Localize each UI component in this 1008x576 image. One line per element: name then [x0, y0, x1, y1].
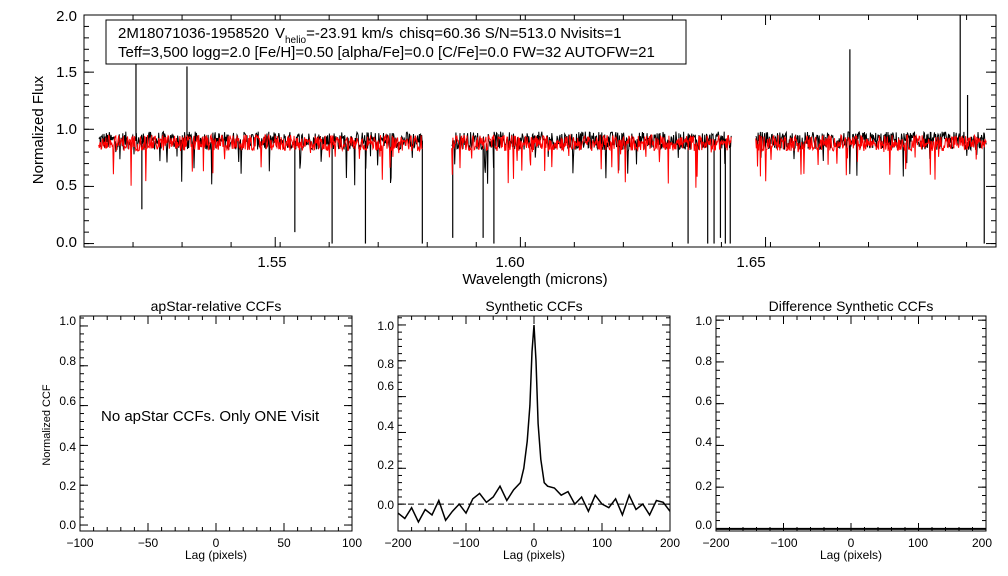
apstar-ytick-label: 0.8 — [59, 354, 76, 368]
star-id: 2M18071036-1958520 — [118, 25, 269, 42]
spectrum-frame — [83, 14, 997, 248]
v-value: =-23.91 km/s — [306, 25, 393, 42]
synthetic-xtick-label: 200 — [660, 536, 680, 550]
apstar-ticks — [79, 316, 353, 531]
apstar-xtick-label: 100 — [342, 536, 362, 550]
synthetic-xtick-label: −200 — [384, 536, 411, 550]
apstar-ylabel: Normalized CCF — [41, 384, 53, 466]
model-spectrum-line — [98, 133, 423, 186]
difference-ytick-label: 0.6 — [695, 394, 712, 408]
observed-spectrum-line — [755, 130, 987, 177]
difference-title: Difference Synthetic CCFs — [769, 298, 934, 314]
spectrum-xtick-label: 1.65 — [736, 254, 765, 271]
spectrum-info-line-2: Teff=3,500 logg=2.0 [Fe/H]=0.50 [alpha/F… — [118, 44, 655, 61]
difference-ytick-label: 1.0 — [695, 314, 712, 328]
model-spectrum-line — [451, 133, 732, 188]
apstar-ytick-label: 0.6 — [59, 394, 76, 408]
synthetic-xtick-label: 100 — [592, 536, 612, 550]
spectrum-xtick-label: 1.60 — [495, 254, 524, 271]
spectrum-xtick-label: 1.55 — [257, 254, 286, 271]
difference-xlabel: Lag (pixels) — [820, 548, 882, 562]
difference-panel: Difference Synthetic CCFs 0.0 0.2 0.4 0.… — [695, 298, 992, 562]
observed-spectrum-line — [451, 131, 732, 184]
apstar-ytick-label: 0.2 — [59, 479, 76, 493]
spectrum-ytick-label: 2.0 — [56, 8, 77, 25]
apstar-xlabel: Lag (pixels) — [185, 548, 247, 562]
difference-xtick-label: 100 — [908, 536, 928, 550]
fit-stats: chisq=60.36 S/N=513.0 Nvisits=1 — [399, 25, 621, 42]
synthetic-series-group — [397, 324, 671, 524]
synthetic-ytick-label: 1.0 — [377, 319, 394, 333]
apstar-xtick-label: 50 — [277, 536, 291, 550]
synthetic-ytick-label: 0.0 — [377, 498, 394, 512]
difference-ytick-label: 0.2 — [695, 479, 712, 493]
spectrum-xlabel: Wavelength (microns) — [462, 271, 607, 288]
synthetic-ticks — [397, 316, 671, 531]
spectrum-ticks — [83, 14, 996, 247]
apstar-annotation: No apStar CCFs. Only ONE Visit — [101, 408, 320, 425]
synthetic-title: Synthetic CCFs — [485, 298, 582, 314]
synthetic-xlabel: Lag (pixels) — [503, 548, 565, 562]
apstar-xtick-label: 0 — [213, 536, 220, 550]
synthetic-panel: Synthetic CCFs 0.0 0.2 0.4 0.6 0.8 1.0 −… — [377, 298, 680, 562]
apstar-title: apStar-relative CCFs — [151, 298, 282, 314]
difference-frame — [715, 315, 987, 532]
difference-ytick-label: 0.4 — [695, 435, 712, 449]
synthetic-ytick-label: 0.2 — [377, 458, 394, 472]
spectrum-info-line-1: 2M18071036-1958520 Vhelio=-23.91 km/s chis… — [118, 25, 621, 46]
synthetic-ccf-line — [397, 324, 671, 524]
difference-ytick-label: 0.8 — [695, 354, 712, 368]
difference-xtick-label: 200 — [972, 536, 992, 550]
v-label: V — [275, 25, 285, 42]
apstar-ytick-label: 1.0 — [59, 314, 76, 328]
synthetic-ytick-label: 0.4 — [377, 419, 394, 433]
apstar-xtick-label: −50 — [138, 536, 159, 550]
synthetic-ytick-label: 0.8 — [377, 357, 394, 371]
model-spectrum-line — [755, 133, 987, 182]
spectrum-panel: 0.0 0.5 1.0 1.5 2.0 1.55 1.60 1.65 Wavel… — [30, 8, 997, 288]
difference-xtick-label: 0 — [848, 536, 855, 550]
spectrum-ytick-label: 0.5 — [56, 177, 77, 194]
spectrum-ytick-label: 0.0 — [56, 234, 77, 251]
spectrum-series-group — [98, 15, 987, 244]
difference-xtick-label: −200 — [702, 536, 729, 550]
synthetic-ytick-label: 0.6 — [377, 379, 394, 393]
apstar-ytick-label: 0.4 — [59, 440, 76, 454]
spectrum-ytick-label: 1.0 — [56, 121, 77, 138]
synthetic-xtick-label: −100 — [452, 536, 479, 550]
spectrum-info-box — [105, 19, 687, 65]
v-subscript: helio — [285, 35, 307, 46]
difference-ticks — [715, 316, 987, 531]
synthetic-xtick-label: 0 — [531, 536, 538, 550]
apstar-xtick-label: −100 — [66, 536, 93, 550]
spectrum-ylabel: Normalized Flux — [30, 75, 47, 184]
difference-ytick-label: 0.0 — [695, 518, 712, 532]
spectrum-ytick-label: 1.5 — [56, 64, 77, 81]
difference-xtick-label: −100 — [770, 536, 797, 550]
apstar-ytick-label: 0.0 — [59, 518, 76, 532]
apstar-panel: apStar-relative CCFs 0.0 0.2 0.4 0.6 0.8… — [41, 298, 362, 562]
